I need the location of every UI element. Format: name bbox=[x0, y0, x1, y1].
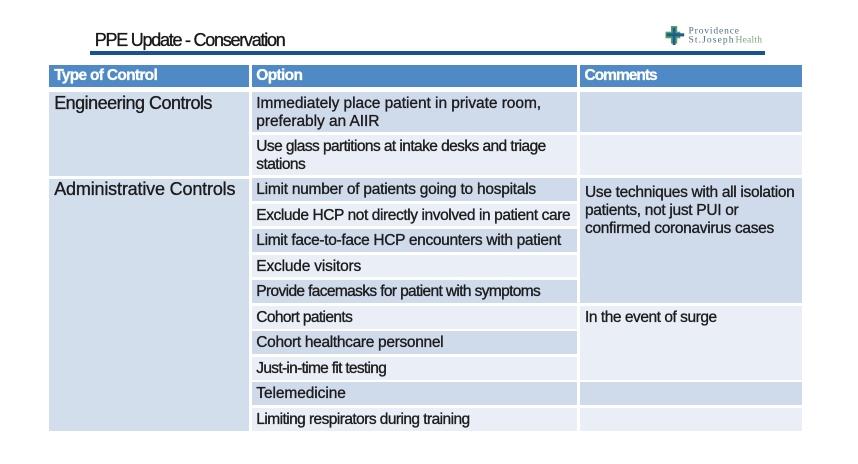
svg-text:St.Joseph: St.Joseph bbox=[689, 36, 734, 46]
svg-text:Health: Health bbox=[736, 36, 763, 46]
svg-text:Providence: Providence bbox=[689, 26, 740, 36]
